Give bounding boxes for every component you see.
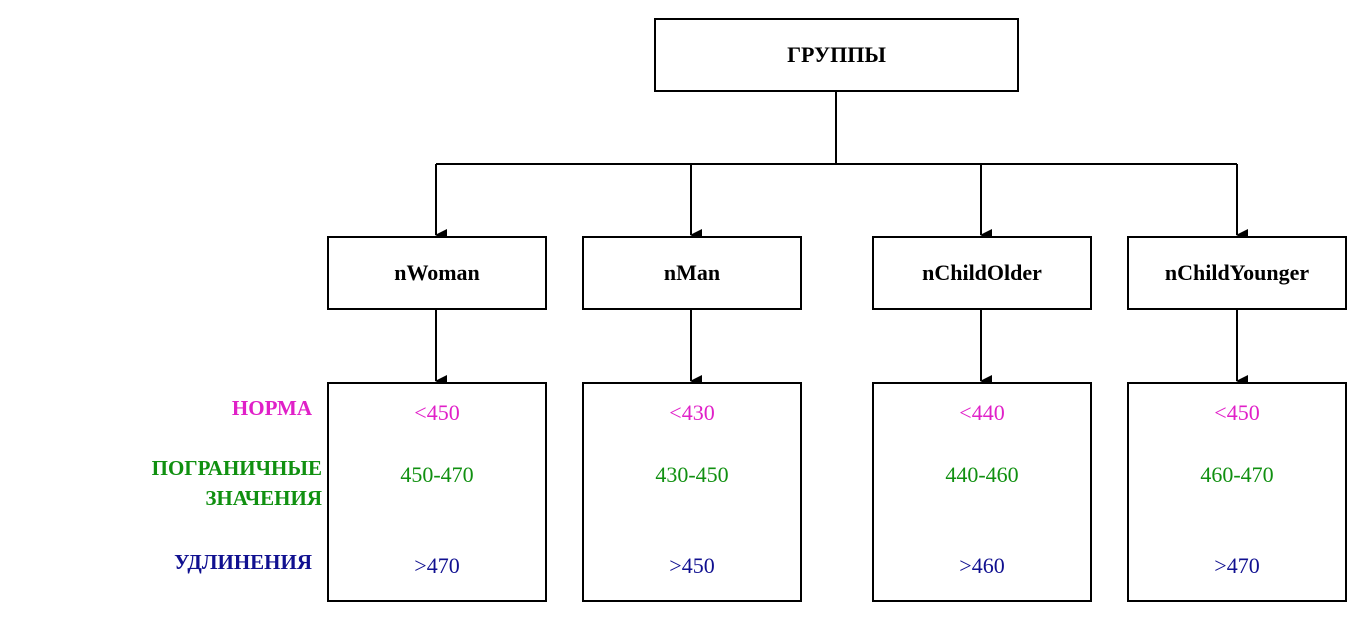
value-border: 430-450	[655, 462, 729, 487]
values-box-nwoman: <450 450-470 >470	[327, 382, 547, 602]
group-node-nman: nMan	[582, 236, 802, 310]
values-box-nman: <430 430-450 >450	[582, 382, 802, 602]
row-label-prolonged: УДЛИНЕНИЯ	[174, 550, 312, 574]
value-prolonged: >450	[669, 553, 715, 578]
group-label: nMan	[663, 260, 721, 285]
values-box-nchildyounger: <450 460-470 >470	[1127, 382, 1347, 602]
row-label-border: ПОГРАНИЧНЫЕ ЗНАЧЕНИЯ	[151, 456, 322, 510]
group-node-nchildolder: nChildOlder	[872, 236, 1092, 310]
value-prolonged: >470	[1214, 553, 1260, 578]
values-box-nchildolder: <440 440-460 >460	[872, 382, 1092, 602]
value-prolonged: >460	[959, 553, 1005, 578]
group-node-nchildyounger: nChildYounger	[1127, 236, 1347, 310]
value-prolonged: >470	[414, 553, 460, 578]
value-border: 460-470	[1200, 462, 1274, 487]
root-node: ГРУППЫ	[654, 18, 1019, 92]
value-norm: <440	[959, 400, 1005, 425]
group-node-nwoman: nWoman	[327, 236, 547, 310]
value-border: 440-460	[945, 462, 1019, 487]
value-norm: <450	[414, 400, 460, 425]
row-label-norm: НОРМА	[231, 396, 312, 420]
value-norm: <450	[1214, 400, 1260, 425]
value-border: 450-470	[400, 462, 474, 487]
value-norm: <430	[669, 400, 715, 425]
group-label: nWoman	[394, 260, 480, 285]
root-label: ГРУППЫ	[787, 42, 886, 67]
group-label: nChildYounger	[1164, 260, 1310, 285]
group-label: nChildOlder	[922, 260, 1042, 285]
